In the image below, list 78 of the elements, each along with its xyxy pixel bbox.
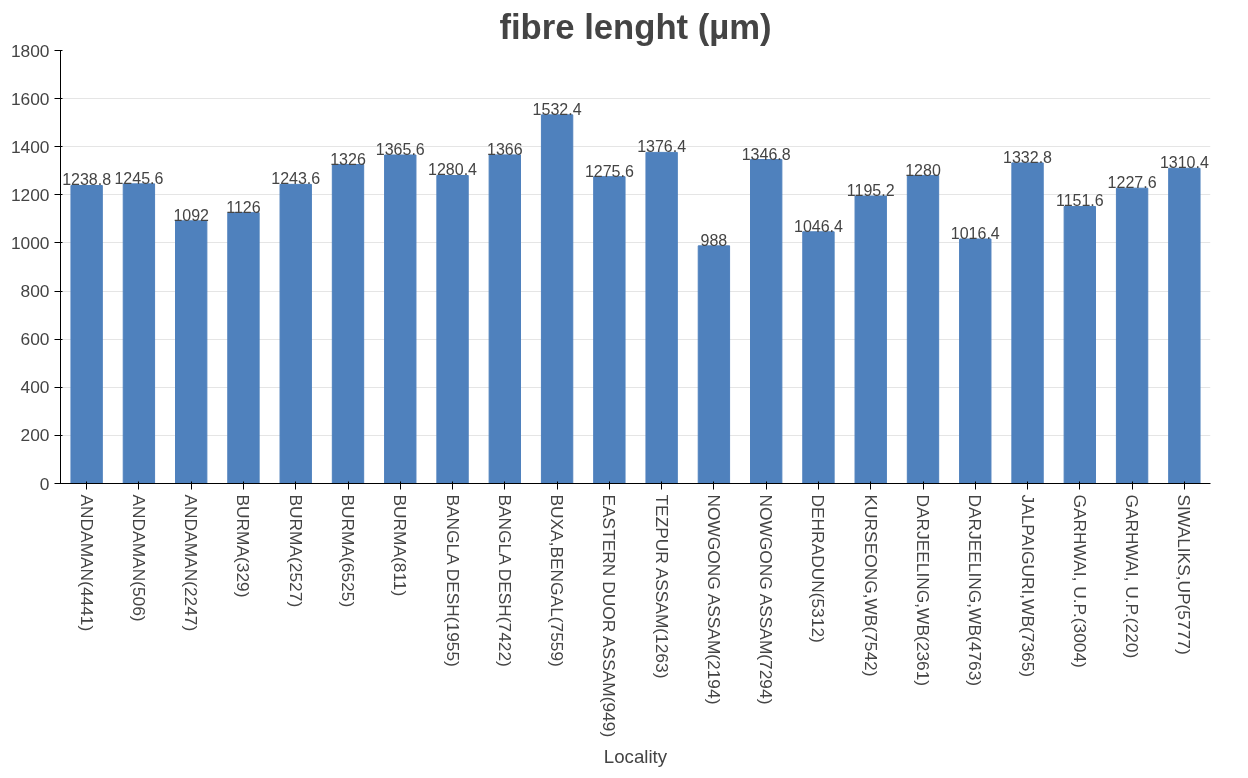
x-tick-label: GARHWAI, U.P.(220)	[1122, 494, 1143, 659]
x-tick-label: BURMA(811)	[390, 494, 411, 597]
data-label: 1366	[487, 140, 523, 158]
x-tick-label: BANGLA DESH(7422)	[494, 494, 515, 667]
data-label: 1326	[330, 150, 366, 168]
x-tick-label: BURMA(329)	[233, 494, 254, 598]
bar	[906, 175, 940, 484]
x-tick-label: SIWALIKS,UP(5777)	[1174, 494, 1195, 655]
x-tick-label: DARJEELING,WB(2361)	[913, 494, 933, 687]
data-label: 1092	[173, 206, 210, 224]
data-label: 1310.4	[1159, 154, 1209, 172]
x-tick-label: DARJEELING,WB(4763)	[965, 494, 986, 687]
data-label: 1195.2	[846, 181, 895, 199]
data-label: 1275.6	[584, 162, 634, 180]
bar	[1168, 167, 1201, 484]
x-tick-label: EASTERN DUOR ASSAM(949)	[599, 494, 620, 738]
y-tick-label: 1400	[10, 136, 50, 157]
data-label: 1016.4	[950, 225, 1000, 242]
chart-title: fibre lenght (µm)	[499, 7, 772, 46]
bar	[750, 159, 783, 484]
y-tick-label: 400	[20, 377, 50, 398]
bar	[70, 185, 103, 484]
x-tick-label: ANDAMAN(4441)	[76, 494, 97, 632]
x-tick-label: TEZPUR ASSAM(1263)	[651, 494, 672, 679]
bar	[802, 231, 835, 484]
bar	[540, 114, 574, 484]
data-label: 1238.8	[62, 171, 112, 189]
data-label: 1365.6	[375, 141, 425, 158]
y-tick-label: 200	[20, 425, 50, 446]
bar	[384, 154, 417, 484]
bar	[488, 154, 521, 484]
bar	[436, 174, 469, 484]
bar	[697, 245, 731, 484]
data-label: 1046.4	[793, 217, 844, 235]
data-label: 1227.6	[1107, 174, 1157, 192]
x-tick-label: BURMA(2527)	[285, 494, 306, 608]
y-tick-label: 600	[20, 329, 50, 350]
bar	[331, 164, 365, 484]
x-tick-label: JALPAIGURI,WB(7365)	[1017, 494, 1038, 678]
data-label: 1376.4	[637, 138, 687, 156]
x-tick-label: GARHWAI, U.P.(3004)	[1069, 494, 1090, 668]
bar	[122, 183, 156, 484]
bar	[175, 220, 208, 484]
data-label: 1151.6	[1055, 192, 1104, 210]
x-tick-label: DEHRADUN(5312)	[808, 494, 829, 643]
data-label: 1126	[226, 198, 261, 216]
y-tick-label: 1200	[10, 184, 50, 205]
bar	[1011, 162, 1044, 484]
y-tick-label: 1000	[10, 232, 50, 253]
x-tick-label: BANGLA DESH(1955)	[442, 494, 463, 667]
data-label: 1280.4	[428, 161, 478, 179]
bar	[1063, 205, 1096, 484]
data-label: 1243.6	[271, 170, 321, 188]
data-label: 1280	[905, 161, 941, 179]
data-label: 1346.8	[741, 145, 791, 163]
y-tick-label: 0	[39, 473, 50, 494]
x-tick-label: NOWGONG ASSAM(2194)	[703, 494, 724, 705]
bar	[593, 176, 626, 484]
x-tick-label: BURMA(6525)	[338, 494, 358, 608]
data-label: 988	[700, 231, 728, 249]
x-tick-label: ANDAMAN(2247)	[181, 494, 202, 632]
y-tick-label: 1600	[10, 88, 50, 109]
x-tick-label: NOWGONG ASSAM(7294)	[756, 494, 777, 705]
data-label: 1532.4	[532, 100, 582, 118]
x-tick-label: KURSEONG,WB(7542)	[860, 494, 881, 677]
bar	[645, 151, 678, 484]
bar	[1115, 187, 1149, 484]
y-tick-label: 800	[20, 281, 50, 302]
y-tick-label: 1800	[10, 40, 50, 61]
x-tick-label: BUXA,BENGAL(7559)	[547, 494, 568, 667]
bar	[227, 212, 260, 484]
data-label: 1332.8	[1003, 148, 1053, 166]
data-label: 1245.6	[114, 169, 164, 187]
x-tick-label: ANDAMAN(506)	[128, 494, 149, 622]
bar	[854, 195, 887, 484]
bar	[279, 183, 312, 484]
bar	[959, 238, 992, 484]
x-axis-title: Locality	[603, 746, 668, 768]
